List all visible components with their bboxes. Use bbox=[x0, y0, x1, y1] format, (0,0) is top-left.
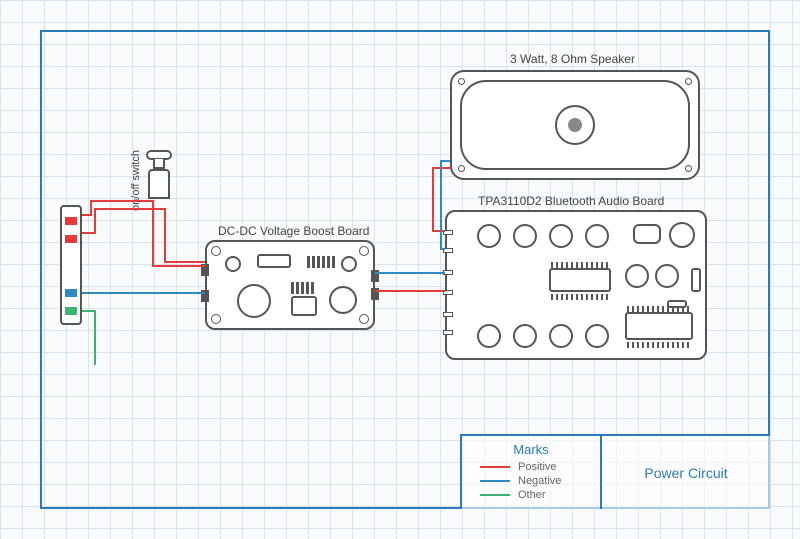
capacitor-icon bbox=[669, 222, 695, 248]
screw-icon bbox=[359, 314, 369, 324]
wire-pos bbox=[164, 215, 166, 261]
screw-icon bbox=[211, 314, 221, 324]
chip-pins-icon bbox=[627, 342, 691, 348]
legend-label: Positive bbox=[518, 461, 557, 473]
capacitor-icon bbox=[625, 264, 649, 288]
capacitor-icon bbox=[585, 324, 609, 348]
speaker-cone-icon bbox=[555, 105, 595, 145]
wire-pos bbox=[152, 215, 154, 265]
chip-pins-icon bbox=[551, 294, 609, 300]
usb-port-icon bbox=[257, 254, 291, 268]
capacitor-icon bbox=[477, 224, 501, 248]
speaker-box bbox=[450, 70, 700, 180]
wire-oth bbox=[82, 310, 94, 312]
wire-pos bbox=[90, 200, 152, 202]
capacitor-icon bbox=[477, 324, 501, 348]
wire-neg bbox=[82, 292, 112, 294]
wire-pos bbox=[94, 208, 96, 234]
screw-icon bbox=[685, 165, 692, 172]
power-input-strip bbox=[60, 205, 82, 325]
wire-oth bbox=[94, 310, 96, 365]
screw-icon bbox=[458, 165, 465, 172]
wire-pos bbox=[164, 208, 166, 215]
wire-pos bbox=[375, 290, 445, 292]
power-switch-icon bbox=[148, 152, 170, 199]
legend-item-negative: Negative bbox=[480, 475, 582, 487]
screw-icon bbox=[458, 78, 465, 85]
smd-icon bbox=[667, 300, 687, 308]
amp-chip-icon bbox=[549, 268, 611, 292]
capacitor-icon bbox=[549, 224, 573, 248]
screw-icon bbox=[359, 246, 369, 256]
wire-pos bbox=[94, 208, 164, 210]
terminal-positive-icon bbox=[65, 235, 77, 243]
amp-board bbox=[445, 210, 707, 360]
capacitor-icon bbox=[341, 256, 357, 272]
wire-pos bbox=[432, 167, 434, 232]
legend-panel: Marks Positive Negative Other Power Circ… bbox=[460, 434, 770, 509]
legend-swatch-positive-icon bbox=[480, 466, 510, 468]
legend-swatch-negative-icon bbox=[480, 480, 510, 482]
screw-icon bbox=[211, 246, 221, 256]
inductor-icon bbox=[237, 284, 271, 318]
legend-box: Marks Positive Negative Other bbox=[460, 436, 600, 509]
terminal-positive-icon bbox=[65, 217, 77, 225]
amp-out-r-plus-icon bbox=[443, 312, 453, 317]
speaker-slot bbox=[460, 80, 690, 170]
legend-item-other: Other bbox=[480, 489, 582, 501]
diagram-title: Power Circuit bbox=[600, 436, 770, 509]
terminal-other-icon bbox=[65, 307, 77, 315]
antenna-port-icon bbox=[691, 268, 701, 292]
wire-pos bbox=[82, 232, 94, 234]
wire-neg bbox=[112, 292, 205, 294]
wire-pos bbox=[82, 214, 90, 216]
header-pins-icon bbox=[307, 256, 335, 268]
chip-pins-icon bbox=[551, 262, 609, 268]
crystal-icon bbox=[633, 224, 661, 244]
wire-pos bbox=[90, 200, 92, 216]
legend-label: Negative bbox=[518, 475, 561, 487]
capacitor-icon bbox=[655, 264, 679, 288]
terminal-negative-icon bbox=[65, 289, 77, 297]
chip-pins-icon bbox=[291, 282, 314, 294]
capacitor-icon bbox=[585, 224, 609, 248]
capacitor-icon bbox=[513, 224, 537, 248]
wire-neg bbox=[440, 160, 442, 250]
screw-icon bbox=[685, 78, 692, 85]
speaker-label: 3 Watt, 8 Ohm Speaker bbox=[510, 52, 635, 66]
wire-neg bbox=[440, 160, 450, 162]
capacitor-icon bbox=[329, 286, 357, 314]
capacitor-icon bbox=[225, 256, 241, 272]
wire-pos bbox=[152, 265, 205, 267]
boost-ic-icon bbox=[291, 296, 317, 316]
legend-heading: Marks bbox=[480, 442, 582, 457]
wire-pos bbox=[164, 261, 205, 263]
legend-swatch-other-icon bbox=[480, 494, 510, 496]
capacitor-icon bbox=[513, 324, 537, 348]
boost-board-label: DC-DC Voltage Boost Board bbox=[218, 224, 369, 238]
capacitor-icon bbox=[549, 324, 573, 348]
bt-module-icon bbox=[625, 312, 693, 340]
boost-board bbox=[205, 240, 375, 330]
amp-board-label: TPA3110D2 Bluetooth Audio Board bbox=[478, 194, 664, 208]
wire-neg bbox=[375, 272, 445, 274]
amp-out-r-minus-icon bbox=[443, 330, 453, 335]
legend-item-positive: Positive bbox=[480, 461, 582, 473]
legend-label: Other bbox=[518, 489, 546, 501]
